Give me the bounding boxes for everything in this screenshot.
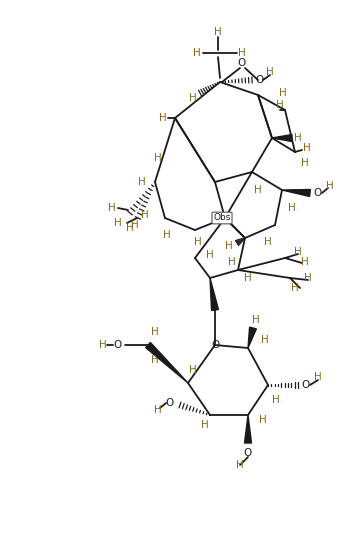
Text: H: H	[193, 48, 201, 58]
Text: H: H	[126, 223, 134, 233]
Text: H: H	[294, 247, 302, 257]
Polygon shape	[272, 135, 292, 142]
Text: H: H	[304, 273, 312, 283]
Text: O: O	[114, 340, 122, 350]
Text: H: H	[189, 365, 197, 375]
Text: H: H	[206, 250, 214, 260]
Text: H: H	[264, 237, 272, 247]
Text: H: H	[266, 67, 274, 77]
Text: H: H	[108, 203, 116, 213]
Text: H: H	[314, 372, 322, 382]
Polygon shape	[282, 189, 310, 196]
Polygon shape	[210, 278, 219, 311]
Text: H: H	[154, 405, 162, 415]
Text: H: H	[194, 237, 202, 247]
Text: H: H	[294, 133, 302, 143]
Text: O: O	[166, 398, 174, 408]
Polygon shape	[146, 342, 188, 383]
Text: H: H	[259, 415, 267, 425]
Text: O: O	[238, 58, 246, 68]
Text: H: H	[99, 340, 107, 350]
Text: H: H	[291, 283, 299, 293]
Text: H: H	[225, 241, 233, 251]
Text: O: O	[211, 340, 219, 350]
Text: H: H	[228, 257, 236, 267]
Text: H: H	[244, 273, 252, 283]
Text: H: H	[261, 335, 269, 345]
Text: Obs: Obs	[213, 213, 231, 223]
Text: H: H	[159, 113, 167, 123]
Text: O: O	[256, 75, 264, 85]
Text: H: H	[201, 420, 209, 430]
Text: H: H	[236, 460, 244, 470]
Polygon shape	[245, 415, 252, 443]
Text: H: H	[272, 395, 280, 405]
Text: H: H	[214, 27, 222, 37]
Text: H: H	[276, 100, 284, 110]
Text: H: H	[189, 93, 197, 103]
Text: H: H	[301, 257, 309, 267]
Text: H: H	[151, 327, 159, 337]
Text: H: H	[238, 48, 246, 58]
Text: H: H	[138, 177, 146, 187]
Text: H: H	[288, 203, 296, 213]
Text: H: H	[301, 158, 309, 168]
Text: H: H	[114, 218, 122, 228]
Text: O: O	[302, 380, 310, 390]
Text: H: H	[326, 181, 334, 191]
Text: H: H	[163, 230, 171, 240]
Text: H: H	[154, 153, 162, 163]
Text: H: H	[141, 210, 149, 220]
Text: H: H	[279, 88, 287, 98]
Text: O: O	[314, 188, 322, 198]
Text: H: H	[254, 185, 262, 195]
Text: H: H	[131, 220, 139, 230]
Text: H: H	[151, 355, 159, 365]
Text: H: H	[303, 143, 311, 153]
Text: H: H	[252, 315, 260, 325]
Polygon shape	[248, 327, 256, 348]
Text: O: O	[244, 448, 252, 458]
